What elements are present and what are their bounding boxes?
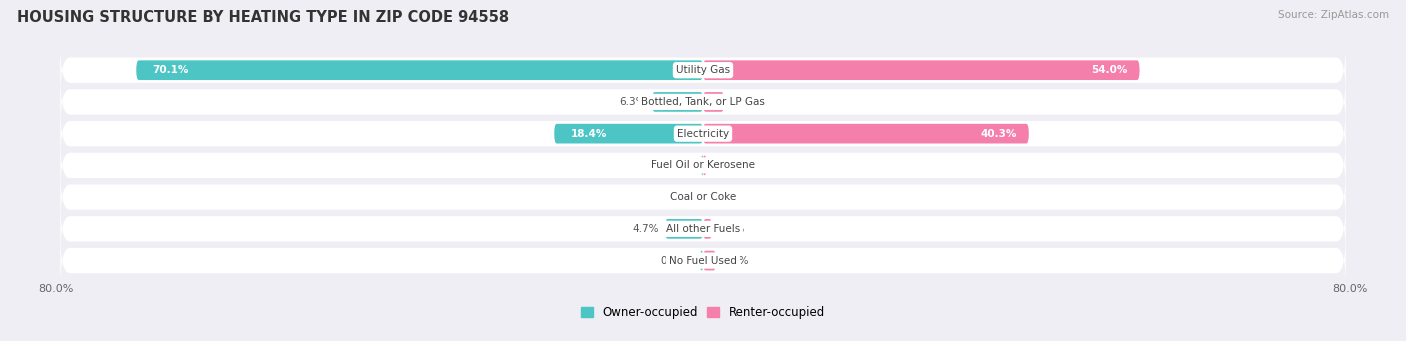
Text: Electricity: Electricity: [676, 129, 730, 139]
Text: 18.4%: 18.4%: [571, 129, 607, 139]
FancyBboxPatch shape: [60, 45, 1346, 95]
Text: Fuel Oil or Kerosene: Fuel Oil or Kerosene: [651, 160, 755, 170]
FancyBboxPatch shape: [703, 155, 706, 175]
Text: 40.3%: 40.3%: [980, 129, 1017, 139]
Text: 2.6%: 2.6%: [731, 97, 756, 107]
Text: 70.1%: 70.1%: [152, 65, 188, 75]
FancyBboxPatch shape: [60, 204, 1346, 254]
FancyBboxPatch shape: [703, 219, 711, 239]
FancyBboxPatch shape: [60, 172, 1346, 222]
Text: Coal or Coke: Coal or Coke: [669, 192, 737, 202]
Text: 6.3%: 6.3%: [619, 97, 645, 107]
FancyBboxPatch shape: [652, 92, 703, 112]
Text: Utility Gas: Utility Gas: [676, 65, 730, 75]
FancyBboxPatch shape: [703, 92, 724, 112]
Text: 0.35%: 0.35%: [661, 256, 693, 266]
Text: 1.6%: 1.6%: [723, 256, 749, 266]
Text: Bottled, Tank, or LP Gas: Bottled, Tank, or LP Gas: [641, 97, 765, 107]
FancyBboxPatch shape: [60, 108, 1346, 159]
FancyBboxPatch shape: [554, 124, 703, 144]
FancyBboxPatch shape: [136, 60, 703, 80]
Text: 54.0%: 54.0%: [1091, 65, 1128, 75]
Text: HOUSING STRUCTURE BY HEATING TYPE IN ZIP CODE 94558: HOUSING STRUCTURE BY HEATING TYPE IN ZIP…: [17, 10, 509, 25]
Legend: Owner-occupied, Renter-occupied: Owner-occupied, Renter-occupied: [576, 301, 830, 324]
FancyBboxPatch shape: [665, 219, 703, 239]
Text: 0.18%: 0.18%: [662, 160, 695, 170]
Text: 0.0%: 0.0%: [671, 192, 696, 202]
FancyBboxPatch shape: [60, 235, 1346, 286]
Text: 4.7%: 4.7%: [633, 224, 658, 234]
FancyBboxPatch shape: [60, 76, 1346, 127]
Text: 1.1%: 1.1%: [718, 224, 745, 234]
Text: 0.39%: 0.39%: [713, 160, 745, 170]
Text: 0.0%: 0.0%: [710, 192, 735, 202]
FancyBboxPatch shape: [703, 124, 1029, 144]
FancyBboxPatch shape: [700, 251, 703, 270]
Text: All other Fuels: All other Fuels: [666, 224, 740, 234]
FancyBboxPatch shape: [60, 140, 1346, 191]
Text: Source: ZipAtlas.com: Source: ZipAtlas.com: [1278, 10, 1389, 20]
FancyBboxPatch shape: [703, 251, 716, 270]
Text: No Fuel Used: No Fuel Used: [669, 256, 737, 266]
FancyBboxPatch shape: [702, 155, 703, 175]
FancyBboxPatch shape: [703, 60, 1140, 80]
